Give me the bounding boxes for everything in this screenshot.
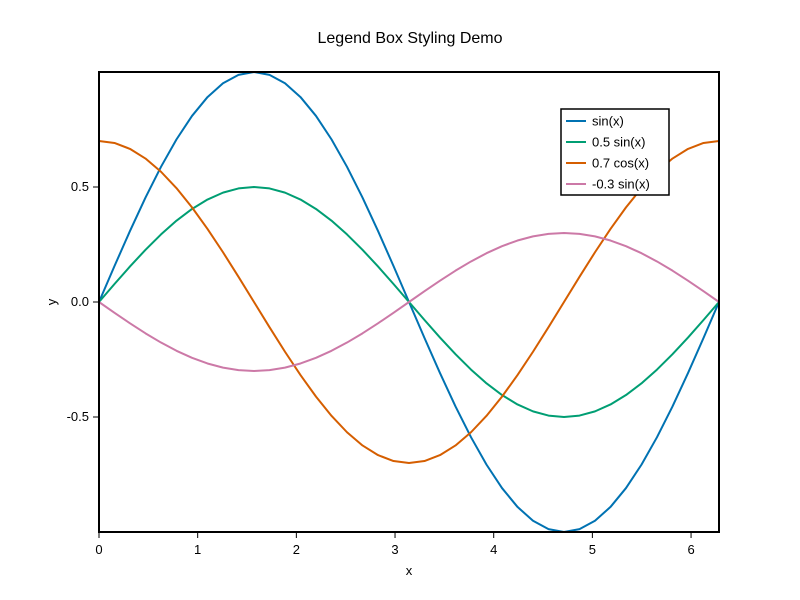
x-axis-ticks: 0 1 2 3 4 5 6 xyxy=(95,532,695,557)
series-line-4 xyxy=(98,232,720,372)
x-tick-label: 4 xyxy=(490,542,497,557)
series-line-3 xyxy=(98,140,720,464)
y-tick-label: 0.5 xyxy=(71,179,89,194)
y-tick-label: 0.0 xyxy=(71,294,89,309)
y-axis-label: y xyxy=(44,298,59,305)
legend-label-1: sin(x) xyxy=(592,114,624,129)
series-layer xyxy=(98,71,720,533)
x-tick-label: 6 xyxy=(687,542,694,557)
legend-label-2: 0.5 sin(x) xyxy=(592,135,645,150)
x-tick-label: 2 xyxy=(293,542,300,557)
chart-title: Legend Box Styling Demo xyxy=(318,30,503,47)
legend-label-4: -0.3 sin(x) xyxy=(592,177,650,192)
x-axis-label: x xyxy=(406,563,413,578)
legend-box xyxy=(560,108,670,196)
y-tick-label: -0.5 xyxy=(67,409,89,424)
x-tick-label: 1 xyxy=(194,542,201,557)
y-axis-ticks: -0.5 0.0 0.5 xyxy=(67,179,99,424)
legend: sin(x) 0.5 sin(x) 0.7 cos(x) -0.3 sin(x) xyxy=(560,108,670,196)
x-tick-label: 0 xyxy=(95,542,102,557)
x-tick-label: 5 xyxy=(589,542,596,557)
x-tick-label: 3 xyxy=(391,542,398,557)
legend-label-3: 0.7 cos(x) xyxy=(592,156,649,171)
